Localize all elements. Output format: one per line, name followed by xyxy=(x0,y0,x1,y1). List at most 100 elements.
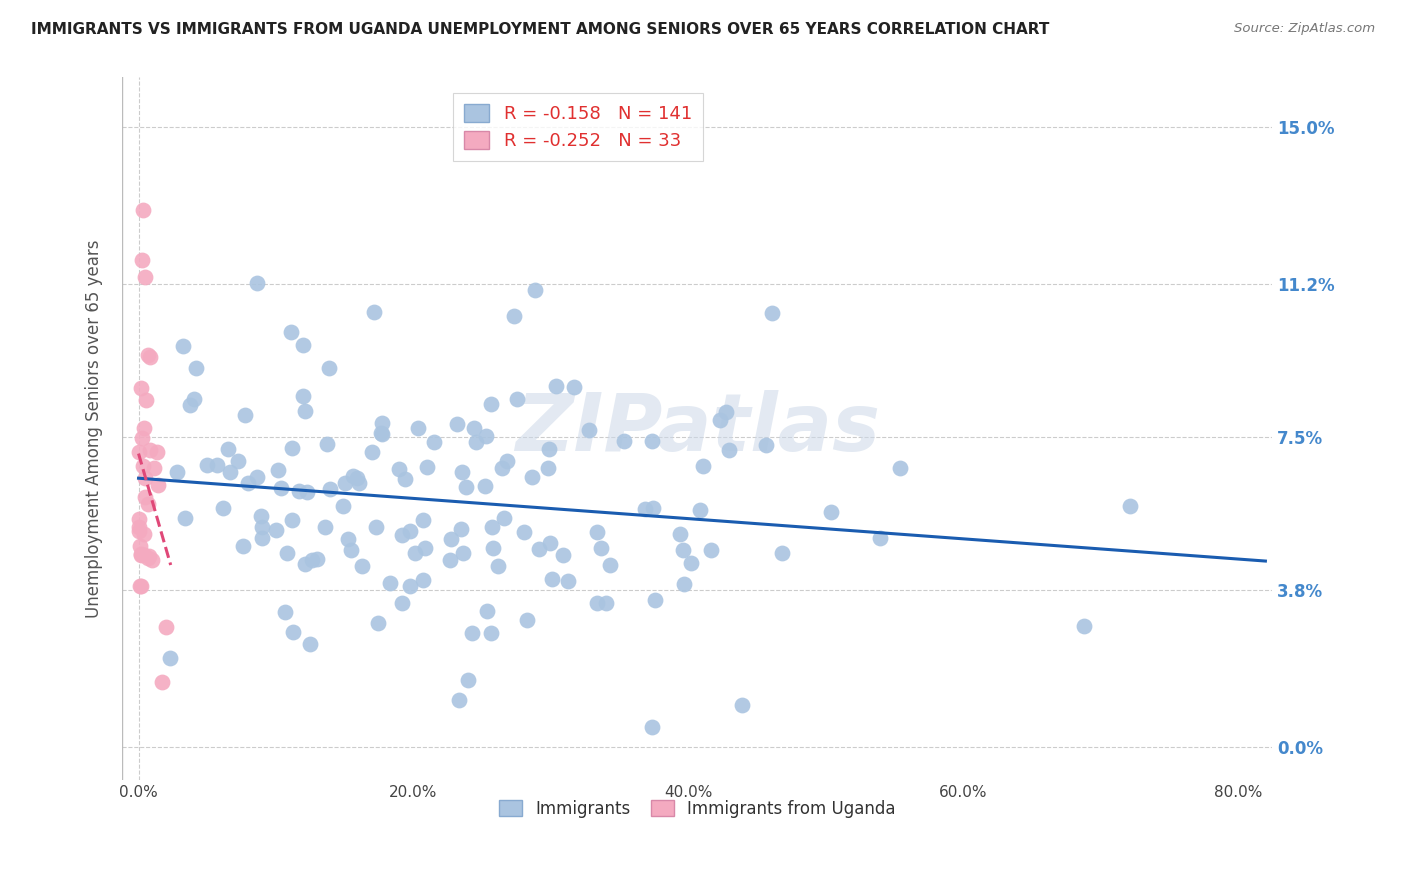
Point xyxy=(335,476,357,491)
Point xyxy=(232,540,254,554)
Point xyxy=(131,431,153,445)
Point xyxy=(276,546,298,560)
Point xyxy=(586,595,609,609)
Point xyxy=(557,574,579,588)
Point xyxy=(717,443,740,458)
Point xyxy=(371,416,394,430)
Point xyxy=(482,541,505,555)
Point xyxy=(477,604,499,618)
Point xyxy=(174,510,197,524)
Point xyxy=(447,693,470,707)
Point xyxy=(457,673,479,687)
Point xyxy=(347,476,370,491)
Point xyxy=(280,325,302,339)
Point xyxy=(699,543,721,558)
Point xyxy=(641,720,664,734)
Point xyxy=(291,338,314,352)
Point xyxy=(591,541,613,556)
Point xyxy=(440,533,463,547)
Point xyxy=(595,596,617,610)
Point xyxy=(283,624,305,639)
Point xyxy=(207,458,229,473)
Point xyxy=(146,477,169,491)
Point xyxy=(439,553,461,567)
Point xyxy=(128,579,150,593)
Point xyxy=(135,392,157,407)
Point xyxy=(128,524,150,538)
Point xyxy=(318,361,340,376)
Point xyxy=(246,276,269,290)
Point xyxy=(495,453,517,467)
Point xyxy=(131,202,153,217)
Point xyxy=(644,593,666,607)
Point xyxy=(280,513,302,527)
Point xyxy=(366,520,388,534)
Point xyxy=(346,471,368,485)
Point xyxy=(413,541,436,556)
Point xyxy=(132,548,155,562)
Point xyxy=(179,398,201,412)
Point xyxy=(270,482,292,496)
Point xyxy=(294,557,316,571)
Point xyxy=(391,596,413,610)
Legend: Immigrants, Immigrants from Uganda: Immigrants, Immigrants from Uganda xyxy=(492,793,903,825)
Point xyxy=(404,546,426,560)
Point xyxy=(128,512,150,526)
Point xyxy=(412,513,434,527)
Point xyxy=(755,438,778,452)
Point xyxy=(367,615,389,630)
Point xyxy=(491,461,513,475)
Point xyxy=(139,350,162,364)
Point xyxy=(537,461,560,475)
Point xyxy=(889,461,911,475)
Point xyxy=(451,465,474,479)
Point xyxy=(1119,499,1142,513)
Point xyxy=(506,392,529,406)
Point xyxy=(761,306,783,320)
Point xyxy=(522,470,544,484)
Point xyxy=(129,578,152,592)
Point xyxy=(770,546,793,560)
Point xyxy=(172,338,194,352)
Point xyxy=(486,559,509,574)
Point xyxy=(146,444,169,458)
Text: Source: ZipAtlas.com: Source: ZipAtlas.com xyxy=(1234,22,1375,36)
Point xyxy=(141,553,163,567)
Point xyxy=(142,461,165,475)
Point xyxy=(450,522,472,536)
Point xyxy=(267,463,290,477)
Point xyxy=(136,497,159,511)
Point xyxy=(562,380,585,394)
Point xyxy=(613,434,636,448)
Point xyxy=(446,417,468,431)
Point xyxy=(134,490,156,504)
Point xyxy=(129,381,152,395)
Point xyxy=(672,576,695,591)
Point xyxy=(212,500,235,515)
Point xyxy=(464,435,486,450)
Point xyxy=(463,421,485,435)
Point xyxy=(461,626,484,640)
Point xyxy=(641,434,664,448)
Point xyxy=(332,499,354,513)
Point xyxy=(422,435,444,450)
Point xyxy=(578,423,600,437)
Point xyxy=(132,459,155,474)
Point xyxy=(318,482,340,496)
Point xyxy=(134,527,156,541)
Point xyxy=(540,572,562,586)
Point xyxy=(668,527,690,541)
Point xyxy=(399,579,422,593)
Point xyxy=(250,531,273,545)
Point xyxy=(451,546,474,560)
Point xyxy=(218,465,240,479)
Point xyxy=(298,637,321,651)
Point xyxy=(184,360,207,375)
Point xyxy=(316,436,339,450)
Point xyxy=(139,442,162,457)
Point xyxy=(820,505,842,519)
Point xyxy=(524,283,547,297)
Point xyxy=(342,468,364,483)
Point xyxy=(236,475,259,490)
Point xyxy=(294,403,316,417)
